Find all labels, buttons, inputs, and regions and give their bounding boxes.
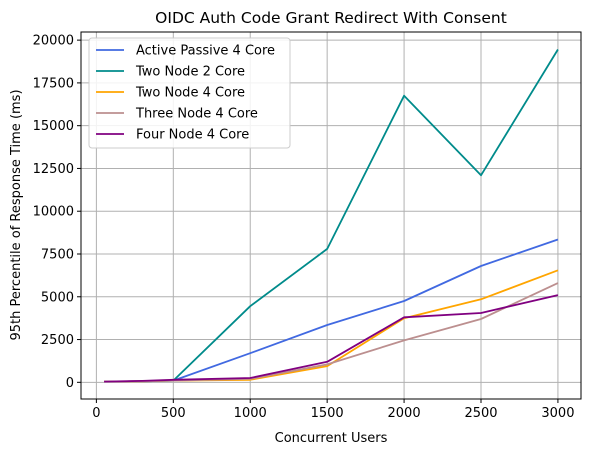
y-axis-label: 95th Percentile of Response Time (ms) [9, 89, 24, 340]
series-line [104, 269, 559, 383]
legend-box [88, 37, 291, 149]
x-tick-label: 1000 [234, 406, 267, 421]
y-tick-label: 15000 [33, 119, 74, 134]
legend-entry: Four Node 4 Core [136, 128, 249, 143]
series-line [104, 282, 559, 383]
x-axis-label: Concurrent Users [275, 431, 388, 446]
legend-entry: Three Node 4 Core [135, 107, 258, 122]
y-tick-label: 5000 [41, 290, 74, 305]
y-tick-label: 0 [66, 376, 74, 391]
x-tick-label: 2500 [464, 406, 497, 421]
legend-entry: Active Passive 4 Core [136, 44, 275, 59]
legend-entry: Two Node 2 Core [135, 65, 245, 80]
y-tick-label: 20000 [33, 34, 74, 49]
grid [81, 32, 581, 399]
x-tick-label: 3000 [541, 406, 574, 421]
y-tick-label: 7500 [41, 247, 74, 262]
legend-entry: Two Node 4 Core [135, 86, 245, 101]
series-lines [104, 49, 559, 383]
x-axis-ticks: 0 500 1000 1500 2000 2500 3000 [92, 399, 574, 421]
y-axis-ticks: 0 2500 5000 7500 10000 12500 15000 17500 20000 [33, 34, 81, 391]
x-tick-label: 2000 [388, 406, 421, 421]
y-tick-label: 12500 [33, 162, 74, 177]
x-tick-label: 1500 [311, 406, 344, 421]
y-tick-label: 2500 [41, 333, 74, 348]
y-tick-label: 17500 [33, 76, 74, 91]
x-tick-label: 500 [161, 406, 186, 421]
series-line [104, 294, 559, 383]
x-tick-label: 0 [92, 406, 100, 421]
plot-frame [80, 31, 582, 400]
chart-title: OIDC Auth Code Grant Redirect With Conse… [155, 9, 507, 27]
legend: Active Passive 4 Core Two Node 2 Core Two … [88, 37, 291, 149]
y-tick-label: 10000 [33, 205, 74, 220]
